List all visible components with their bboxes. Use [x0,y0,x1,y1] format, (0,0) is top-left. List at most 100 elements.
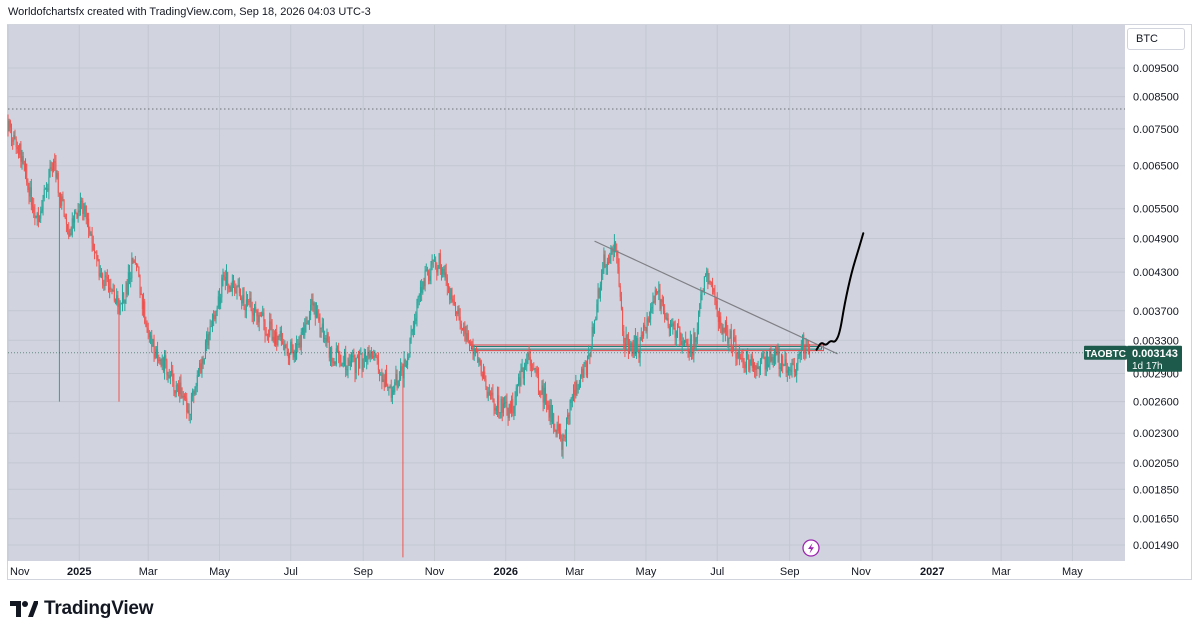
candle-body [799,352,801,356]
candle-body [685,340,687,343]
candle-body [705,275,707,277]
candle-body [8,120,10,132]
candle-body [490,394,492,396]
candle-body [783,365,785,367]
candle-body [174,391,176,394]
candle-body [194,388,196,395]
candle-body [588,354,590,356]
descending-trendline[interactable] [594,240,838,355]
candle-body [733,337,735,352]
candle-body [604,254,606,267]
candle-body [190,396,192,414]
candle-body [591,326,593,349]
candle-body [247,299,249,302]
candle-body [562,434,564,450]
candle-body [270,321,272,324]
candle-body [242,294,244,304]
candle-body [723,327,725,333]
candle-body [326,333,328,343]
candle-body [193,391,195,395]
candle-body [401,366,403,371]
event-marker[interactable] [802,539,820,557]
candle-body [506,401,508,409]
candle-body [469,341,471,343]
x-tick-label: 2027 [920,566,944,578]
candle-body [130,278,132,280]
candle-body [715,297,717,301]
candle-body [129,272,131,279]
candle-body [201,358,203,373]
candle-body [511,399,513,413]
candle-body [154,353,156,358]
candle-body [455,304,457,313]
candle-body [748,354,750,371]
candle-body [564,436,566,438]
candle-body [505,401,507,403]
candle-body [571,396,573,399]
candle-body [299,342,301,348]
symbol-tag-label: TAOBTC [1085,349,1126,360]
candle-body [324,337,326,339]
candle-body [90,234,92,236]
projection-path[interactable] [815,232,865,351]
candle-body [19,143,21,155]
x-tick-label: Jul [284,566,298,578]
candle-body [492,392,494,399]
candle-body [773,356,775,364]
candle-body [595,319,597,321]
candle-body [402,370,404,379]
candle-body [655,290,657,293]
candle-body [165,355,167,361]
candle-body [682,340,684,345]
candle-body [408,356,410,359]
candle-body [629,345,631,352]
candle-body [354,356,356,374]
candle-body [34,212,36,218]
candle-body [422,281,424,293]
candle-body [620,296,622,309]
candle-body [227,272,229,286]
candle-body [696,329,698,339]
candle-body [560,432,562,439]
candle-body [89,229,91,235]
candle-body [672,323,674,327]
candle-body [610,253,612,257]
candle-body [211,319,213,327]
candle-body [590,348,592,357]
candle-body [784,359,786,366]
candle-body [373,355,375,358]
candle-body [513,407,515,414]
candle-body [512,399,514,414]
candle-body [582,368,584,378]
candle-body [256,311,258,317]
brand-wordmark: TradingView [44,598,154,619]
candle-body [534,368,536,370]
currency-selector[interactable]: BTC [1127,28,1185,50]
candle-body [646,318,648,332]
candle-body [648,319,650,323]
candle-body [271,323,273,341]
candle-body [805,344,807,354]
candle-body [180,382,182,396]
candle-body [779,367,781,369]
candle-body [171,370,173,376]
candle-body [518,377,520,386]
candle-body [93,250,95,252]
candle-body [787,368,789,371]
candle-body [21,156,23,162]
candle-body [99,273,101,277]
candle-body [643,324,645,337]
candle-body [447,286,449,288]
candle-body [113,289,115,301]
candle-body [396,374,398,388]
candle-body [150,335,152,338]
candle-body [509,404,511,413]
candle-body [153,339,155,354]
candle-body [736,357,738,359]
candle-body [381,374,383,382]
candle-body [737,351,739,358]
candle-body [215,311,217,319]
candle-body [16,146,18,150]
candle-body [647,318,649,323]
